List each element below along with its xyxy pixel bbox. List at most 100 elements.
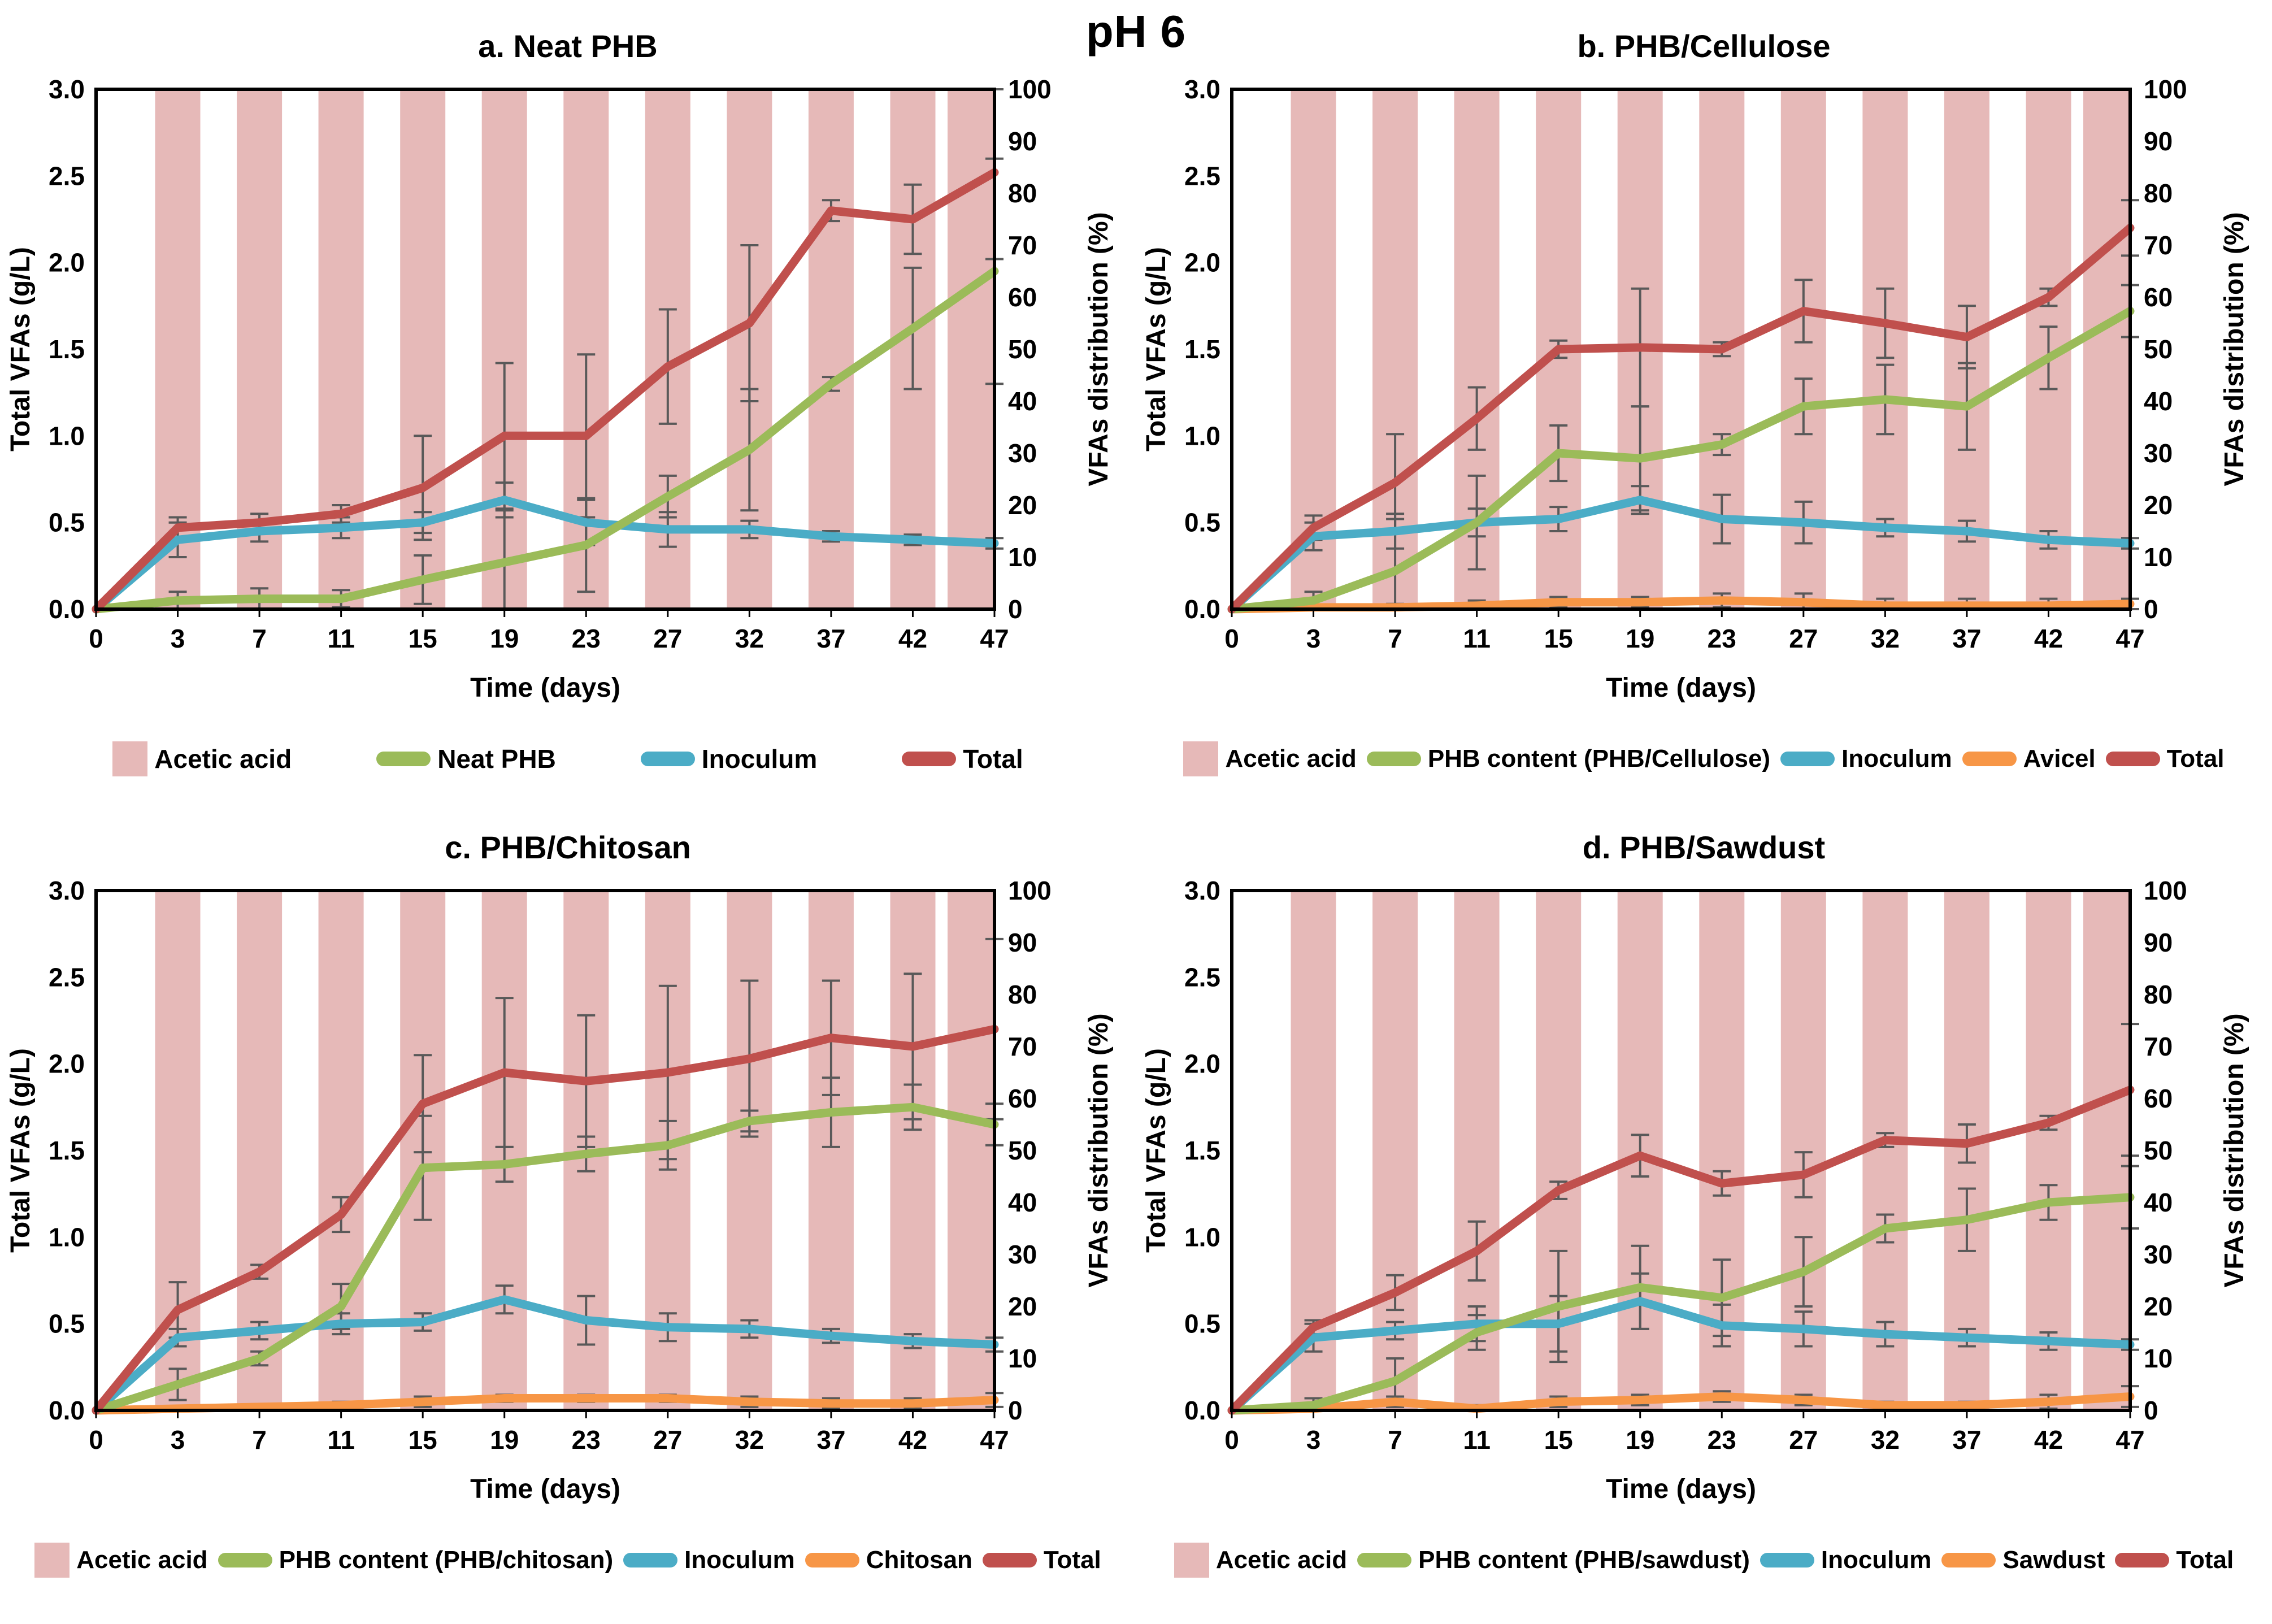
panel-b-title: b. PHB/Cellulose [1577, 28, 1831, 64]
svg-text:60: 60 [1008, 1084, 1037, 1113]
svg-text:1.5: 1.5 [1184, 335, 1220, 364]
svg-text:1.5: 1.5 [1184, 1136, 1220, 1165]
series-line-phb-content-phb-chitosan [92, 1102, 999, 1415]
legend-label: Sawdust [2002, 1546, 2105, 1574]
svg-text:23: 23 [1708, 624, 1736, 653]
svg-text:3.0: 3.0 [1184, 75, 1220, 104]
svg-text:0.5: 0.5 [49, 508, 85, 537]
svg-text:0.5: 0.5 [1184, 1309, 1220, 1339]
svg-text:80: 80 [1008, 179, 1037, 208]
svg-text:0.5: 0.5 [49, 1309, 85, 1339]
legend-chip-line [1962, 752, 2017, 766]
svg-text:0: 0 [1224, 624, 1239, 653]
series-line-inoculum [92, 496, 999, 614]
series-line-neat-phb [92, 267, 999, 614]
svg-text:10: 10 [1008, 1344, 1037, 1373]
series-line-total [92, 1024, 999, 1415]
legend-label: Total [963, 744, 1023, 774]
svg-text:0.0: 0.0 [1184, 1396, 1220, 1425]
legend-label: PHB content (PHB/sawdust) [1418, 1546, 1750, 1574]
x-axis-ticks: 0 3 7 11 15 19 23 27 32 37 42 47 [1224, 609, 2145, 653]
svg-text:23: 23 [572, 624, 601, 653]
x-axis-ticks: 0 3 7 11 15 19 23 27 32 37 42 47 [89, 1410, 1009, 1454]
y-left-axis-label: Total VFAs (g/L) [6, 1048, 36, 1253]
series-line-total [1227, 1085, 2135, 1415]
panel-a-title: a. Neat PHB [478, 28, 658, 64]
svg-text:27: 27 [653, 624, 682, 653]
svg-text:2.5: 2.5 [49, 962, 85, 992]
legend-item-phb-content-phb-cellulose: PHB content (PHB/Cellulose) [1366, 745, 1771, 773]
svg-text:50: 50 [1008, 1136, 1037, 1165]
series-line-sawdust [1227, 1392, 2135, 1415]
svg-text:2.5: 2.5 [1184, 962, 1220, 992]
svg-text:70: 70 [2144, 231, 2173, 260]
series-line-inoculum [1227, 1297, 2135, 1415]
svg-text:0: 0 [89, 624, 103, 653]
y-right-axis-label: VFAs distribution (%) [2219, 1013, 2249, 1287]
svg-text:30: 30 [2144, 438, 2173, 468]
legend-chip-bar [34, 1543, 70, 1578]
svg-text:7: 7 [252, 1425, 267, 1454]
svg-text:60: 60 [1008, 283, 1037, 312]
svg-text:1.0: 1.0 [49, 421, 85, 450]
legend-item-acetic-acid: Acetic acid [1174, 1543, 1347, 1578]
legend-chip-bar [112, 741, 148, 776]
svg-text:30: 30 [1008, 438, 1037, 468]
svg-text:7: 7 [1388, 1425, 1402, 1454]
svg-text:3.0: 3.0 [49, 876, 85, 905]
legend-item-total: Total [2105, 745, 2225, 773]
series-line-chitosan [92, 1394, 999, 1415]
svg-text:42: 42 [2034, 1425, 2063, 1454]
svg-text:90: 90 [1008, 127, 1037, 156]
panel-a: a. Neat PHB 0 3 7 11 15 19 23 27 32 37 42 47 0.0 0.5 1… [0, 0, 1136, 717]
svg-text:47: 47 [2115, 624, 2144, 653]
svg-text:27: 27 [1789, 624, 1818, 653]
chart-b-svg: 0 3 7 11 15 19 23 27 32 37 42 470.00.51.01.52.02.53… [1141, 75, 2249, 703]
y-right-ticks: 0 10 20 30 40 50 60 70 80 90 100 [2144, 75, 2187, 624]
svg-text:37: 37 [1952, 1425, 1981, 1454]
y-left-ticks: 0.0 0.5 1.0 1.5 2.0 2.5 3.0 [49, 75, 85, 624]
svg-text:0.5: 0.5 [1184, 508, 1220, 537]
legend-label: Avicel [2023, 745, 2096, 772]
svg-text:100: 100 [2144, 876, 2187, 905]
svg-text:70: 70 [1008, 1032, 1037, 1061]
series-line-inoculum [1227, 496, 2135, 614]
svg-text:37: 37 [816, 1425, 845, 1454]
legend-label: Inoculum [684, 1546, 795, 1574]
legend-item-chitosan: Chitosan [805, 1546, 972, 1574]
legend-label: PHB content (PHB/Cellulose) [1427, 745, 1771, 772]
svg-text:90: 90 [2144, 127, 2173, 156]
svg-text:40: 40 [2144, 1188, 2173, 1217]
svg-text:11: 11 [327, 624, 355, 653]
legend-chip-line [218, 1553, 272, 1567]
legend-chip-line [1366, 752, 1421, 766]
legend-label: Inoculum [1841, 745, 1952, 772]
legend-a: Acetic acid Neat PHB Inoculum Total [0, 741, 1136, 776]
svg-text:0.0: 0.0 [1184, 594, 1220, 624]
legend-label: Acetic acid [154, 744, 292, 774]
legend-label: Acetic acid [1225, 745, 1357, 772]
charts-row-top: a. Neat PHB 0 3 7 11 15 19 23 27 32 37 42 47 0.0 0.5 1… [0, 0, 2272, 717]
legend-label: Acetic acid [1215, 1546, 1348, 1574]
legend-label: PHB content (PHB/chitosan) [279, 1546, 614, 1574]
svg-text:2.0: 2.0 [1184, 248, 1220, 277]
legend-item-phb-content-phb-chitosan: PHB content (PHB/chitosan) [218, 1546, 614, 1574]
svg-text:11: 11 [327, 1425, 355, 1454]
svg-text:1.0: 1.0 [1184, 421, 1220, 450]
svg-text:10: 10 [2144, 542, 2173, 572]
svg-text:1.5: 1.5 [49, 335, 85, 364]
y-left-axis-label: Total VFAs (g/L) [1141, 247, 1171, 451]
svg-text:47: 47 [980, 1425, 1009, 1454]
svg-text:3: 3 [1306, 624, 1321, 653]
legend-label: Inoculum [701, 744, 818, 774]
legend-item-inoculum: Inoculum [623, 1546, 795, 1574]
plot-border [1230, 88, 2132, 611]
svg-text:0: 0 [1008, 1396, 1023, 1425]
svg-text:1.0: 1.0 [1184, 1222, 1220, 1252]
legend-label: Total [1043, 1546, 1101, 1574]
svg-text:80: 80 [2144, 179, 2173, 208]
legend-c: Acetic acid PHB content (PHB/chitosan) Ino… [0, 1543, 1136, 1578]
svg-text:60: 60 [2144, 283, 2173, 312]
svg-text:30: 30 [2144, 1240, 2173, 1269]
legend-label: Total [2176, 1546, 2234, 1574]
